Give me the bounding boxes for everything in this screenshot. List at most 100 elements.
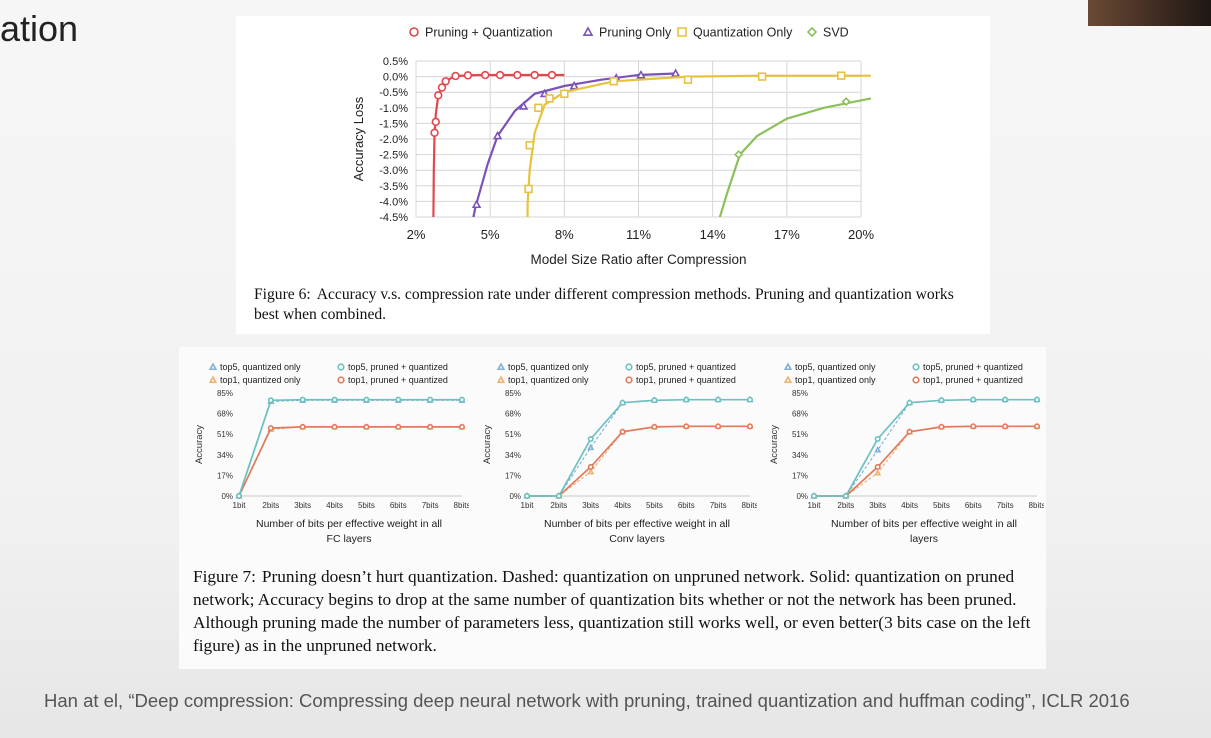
data-point-top1-pruned-quantized <box>427 423 434 430</box>
y-axis-label: Accuracy <box>769 425 780 464</box>
legend-marker-top1-quantized-only <box>208 375 218 384</box>
figure-6-chart: 2% 5% 8% 11% 14% 17% 20% 0.5% 0.0% -0.5% -1.0% -1.5… <box>351 26 874 268</box>
data-point-top5-pruned-quantized <box>267 397 274 404</box>
legend-item-top5-pruned-quantized: top5, pruned + quantized <box>625 362 736 372</box>
legend-marker-top5-pruned-quantized <box>625 363 633 371</box>
y-tick-label: -0.5% <box>379 87 408 99</box>
figure-7-panel: 0% 17% 34% 51% 68% 85% 1bit 2bits 3bits 4bits 5bit… <box>179 347 1046 669</box>
data-point-top5-pruned-quantized <box>235 493 242 500</box>
legend-item-top1-quantized-only: top1, quantized only <box>496 375 589 385</box>
y-tick-label: -4.0% <box>379 196 408 208</box>
figure-7-conv-chart: 0% 17% 34% 51% 68% 85% 1bit 2bits 3bits 4bits 5bit… <box>482 362 757 545</box>
data-point-top1-pruned-quantized <box>395 423 402 430</box>
y-tick-label: 68% <box>217 410 233 419</box>
legend-item-top5-quantized-only: top5, quantized only <box>783 362 876 372</box>
data-point-top1-pruned-quantized <box>1002 423 1009 430</box>
x-tick-label: 3bits <box>294 501 311 510</box>
data-point-quantization-only <box>545 94 554 103</box>
data-point-quantization-only <box>534 103 543 113</box>
data-point-top5-pruned-quantized <box>842 493 849 500</box>
data-point-top1-pruned-quantized <box>683 423 690 430</box>
data-point-pruning-only <box>636 69 646 79</box>
data-point-top1-pruned-quantized <box>651 423 658 430</box>
y-tick-label: 17% <box>792 471 808 480</box>
data-point-top5-pruned-quantized <box>874 436 881 443</box>
data-point-pruning-quantization <box>431 117 440 127</box>
data-point-pruning-quantization <box>463 71 473 80</box>
data-point-pruning-quantization <box>513 70 522 80</box>
data-point-top5-pruned-quantized <box>523 493 530 500</box>
legend-label: top1, quantized only <box>220 375 301 385</box>
data-point-svd <box>734 150 744 160</box>
legend-label: top1, quantized only <box>795 375 876 385</box>
y-tick-label: 34% <box>505 451 521 460</box>
x-tick-label: 2% <box>407 227 426 242</box>
data-point-top1-pruned-quantized <box>299 423 306 430</box>
series-line-svd <box>718 97 872 217</box>
data-point-quantization-only <box>560 89 569 98</box>
legend-marker-top1-pruned-quantized <box>337 376 345 384</box>
data-point-top5-quantized-only <box>587 443 595 451</box>
series-line-top1-quantized-only <box>814 425 1037 497</box>
data-point-quantization-only <box>757 72 767 81</box>
figure-7-caption-text: Pruning doesn’t hurt quantization. Dashe… <box>193 567 1031 655</box>
series-line-top1-pruned-quantized <box>527 425 750 497</box>
legend-label: top1, pruned + quantized <box>348 375 448 385</box>
figure-6-panel: 2% 5% 8% 11% 14% 17% 20% 0.5% 0.0% -0.5% -1.0% -1.5… <box>236 16 990 334</box>
data-point-quantization-only <box>683 75 693 84</box>
slide-title: ation <box>0 8 79 49</box>
data-point-quantization-only <box>609 77 618 86</box>
figure-6-caption: Figure 6: Accuracy v.s. compression rate … <box>254 285 974 325</box>
x-tick-label: 6bits <box>965 501 982 510</box>
x-tick-label: 11% <box>626 227 651 242</box>
legend-label: Quantization Only <box>693 26 793 40</box>
x-tick-label: 7bits <box>997 501 1014 510</box>
data-point-top5-pruned-quantized <box>810 493 817 500</box>
x-tick-label: 6bits <box>678 501 695 510</box>
legend-item-top1-pruned-quantized: top1, pruned + quantized <box>912 375 1023 385</box>
y-tick-label: 85% <box>217 389 233 398</box>
data-point-svd <box>841 97 851 107</box>
y-axis-label: Accuracy <box>482 425 493 464</box>
y-tick-label: 0% <box>796 492 808 501</box>
data-point-pruning-quantization <box>495 70 505 80</box>
figure-7-all-chart: 0% 17% 34% 51% 68% 85% 1bit 2bits 3bits 4bits 5bit… <box>769 362 1044 545</box>
x-axis-label: Number of bits per effective weight in a… <box>544 518 730 530</box>
data-point-top5-pruned-quantized <box>458 396 465 403</box>
data-point-top1-pruned-quantized <box>906 428 913 435</box>
y-tick-label: 34% <box>217 451 233 460</box>
data-point-pruning-only <box>518 101 529 110</box>
legend-label: top5, pruned + quantized <box>636 362 736 372</box>
data-point-top1-quantized-only <box>587 467 595 475</box>
y-tick-label: 0% <box>221 492 233 501</box>
y-tick-label: 51% <box>792 430 808 439</box>
data-point-pruning-quantization <box>430 128 439 137</box>
legend-item-quantization-only: Quantization Only <box>677 26 793 40</box>
x-axis-label: layers <box>910 533 938 545</box>
data-point-top5-pruned-quantized <box>1002 396 1009 403</box>
y-tick-label: 51% <box>505 430 521 439</box>
legend-marker-pruning-only <box>582 26 594 37</box>
x-axis-label: Conv layers <box>609 533 664 545</box>
data-point-pruning-only <box>569 80 579 90</box>
figure-6-caption-text: Accuracy v.s. compression rate under dif… <box>254 286 954 323</box>
y-tick-label: 34% <box>792 451 808 460</box>
series-line-top1-quantized-only <box>238 426 462 497</box>
data-point-top1-pruned-quantized <box>458 423 465 430</box>
x-tick-label: 4bits <box>326 501 343 510</box>
data-point-top5-pruned-quantized <box>651 397 658 404</box>
data-point-top5-pruned-quantized <box>587 436 594 443</box>
series-line-top1-quantized-only <box>527 425 750 497</box>
x-tick-label: 5bits <box>358 501 375 510</box>
data-point-top1-pruned-quantized <box>1033 423 1040 430</box>
data-point-top1-pruned-quantized <box>587 463 594 470</box>
data-point-top1-pruned-quantized <box>267 425 274 432</box>
data-point-pruning-only <box>471 199 482 209</box>
legend-label: top1, quantized only <box>508 375 589 385</box>
data-point-top5-pruned-quantized <box>555 493 562 500</box>
x-tick-label: 17% <box>774 227 800 242</box>
figure-7-caption-label: Figure 7: <box>193 567 256 586</box>
legend-label: SVD <box>823 26 849 40</box>
legend-label: top5, pruned + quantized <box>348 362 448 372</box>
legend-item-top1-pruned-quantized: top1, pruned + quantized <box>337 375 448 385</box>
